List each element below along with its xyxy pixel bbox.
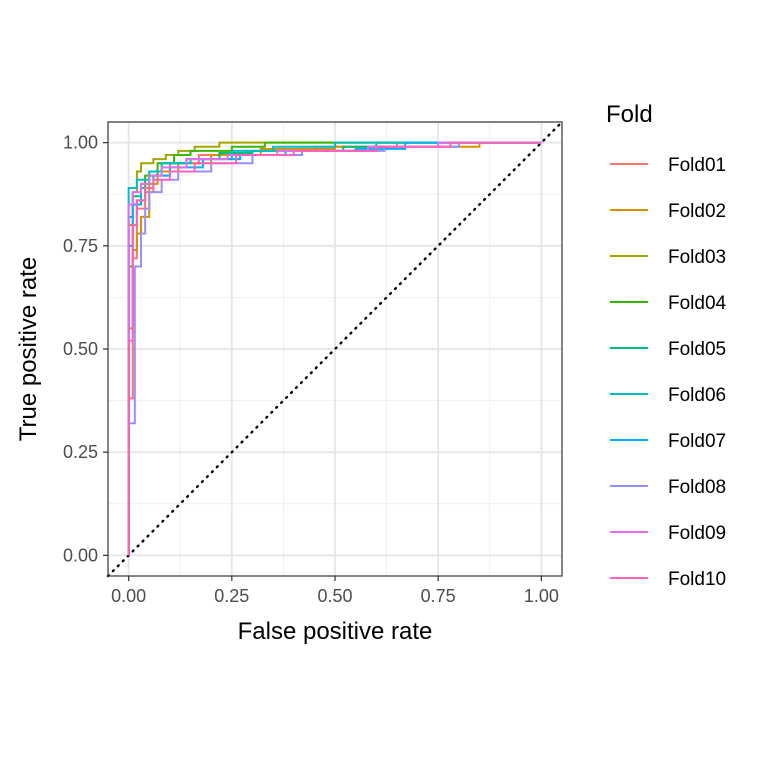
y-axis-title: True positive rate [15, 257, 42, 442]
legend-label-fold03: Fold03 [668, 247, 726, 268]
legend-label-fold09: Fold09 [668, 523, 726, 544]
x-tick-label: 0.00 [111, 586, 146, 606]
legend-label-fold06: Fold06 [668, 385, 726, 406]
y-tick-label: 0.00 [63, 545, 98, 565]
y-tick-label: 0.50 [63, 339, 98, 359]
y-tick-label: 0.75 [63, 236, 98, 256]
legend: Fold Fold01 Fold02 Fold03 Fold04 Fold05 Fold0… [606, 101, 727, 590]
x-tick-label: 0.25 [214, 586, 249, 606]
x-tick-label: 0.75 [421, 586, 456, 606]
legend-label-fold07: Fold07 [668, 431, 726, 452]
x-axis-title: False positive rate [238, 618, 433, 645]
series-line-fold09 [127, 141, 542, 556]
series-line-fold08 [127, 141, 542, 556]
legend-label-fold02: Fold02 [668, 201, 726, 222]
series-group [127, 141, 542, 556]
series-line-fold06 [127, 141, 542, 556]
y-tick-label: 0.25 [63, 442, 98, 462]
legend-label-fold10: Fold10 [668, 569, 726, 590]
series-line-fold10 [127, 141, 542, 556]
y-tick-label: 1.00 [63, 133, 98, 153]
legend-label-fold05: Fold05 [668, 339, 726, 360]
legend-label-fold08: Fold08 [668, 477, 726, 498]
reference-line [106, 120, 564, 578]
reference-diagonal [106, 120, 564, 578]
series-line-fold07 [127, 141, 542, 556]
axis-ticks: 0.00 0.25 0.50 0.75 1.00 0.00 0.25 0.50 0.75 1.00 [63, 133, 559, 606]
x-tick-label: 1.00 [524, 586, 559, 606]
x-tick-label: 0.50 [317, 586, 352, 606]
legend-label-fold04: Fold04 [668, 293, 727, 314]
legend-title: Fold [606, 101, 653, 128]
legend-label-fold01: Fold01 [668, 155, 726, 176]
